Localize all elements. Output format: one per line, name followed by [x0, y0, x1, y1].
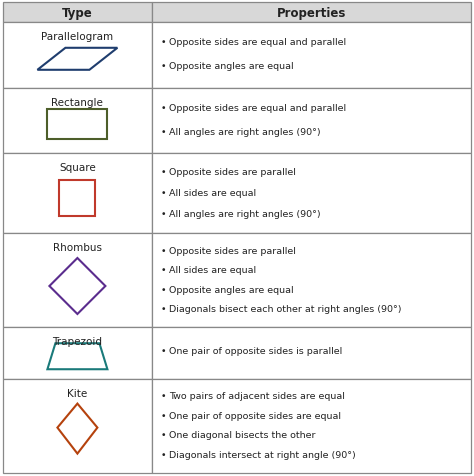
- Bar: [3, 327, 152, 379]
- Text: •: •: [161, 188, 166, 198]
- Text: Parallelogram: Parallelogram: [41, 32, 113, 42]
- Text: Opposite sides are parallel: Opposite sides are parallel: [169, 167, 296, 176]
- Text: •: •: [161, 305, 166, 314]
- Bar: [152, 154, 471, 234]
- Text: Two pairs of adjacent sides are equal: Two pairs of adjacent sides are equal: [169, 391, 345, 400]
- Text: Square: Square: [59, 163, 96, 173]
- Text: Type: Type: [62, 7, 93, 20]
- Text: •: •: [161, 38, 166, 47]
- Text: All angles are right angles (90°): All angles are right angles (90°): [169, 128, 320, 137]
- Bar: [152, 23, 471, 89]
- Text: Opposite angles are equal: Opposite angles are equal: [169, 285, 293, 294]
- Text: Properties: Properties: [277, 7, 346, 20]
- Bar: [152, 379, 471, 473]
- Text: •: •: [161, 246, 166, 255]
- Text: One pair of opposite sides is parallel: One pair of opposite sides is parallel: [169, 347, 342, 356]
- Text: All angles are right angles (90°): All angles are right angles (90°): [169, 209, 320, 218]
- Text: Rhombus: Rhombus: [53, 243, 102, 253]
- Text: •: •: [161, 430, 166, 439]
- Text: •: •: [161, 266, 166, 275]
- Bar: [152, 3, 471, 23]
- Bar: [3, 3, 152, 23]
- Text: Opposite sides are parallel: Opposite sides are parallel: [169, 246, 296, 255]
- Text: Opposite angles are equal: Opposite angles are equal: [169, 62, 293, 71]
- Bar: [59, 181, 95, 217]
- Text: •: •: [161, 103, 166, 112]
- Text: •: •: [161, 128, 166, 137]
- Text: All sides are equal: All sides are equal: [169, 188, 256, 198]
- Text: All sides are equal: All sides are equal: [169, 266, 256, 275]
- Bar: [3, 23, 152, 89]
- Text: •: •: [161, 285, 166, 294]
- Text: Diagonals bisect each other at right angles (90°): Diagonals bisect each other at right ang…: [169, 305, 401, 314]
- Bar: [3, 154, 152, 234]
- Text: One pair of opposite sides are equal: One pair of opposite sides are equal: [169, 411, 341, 420]
- Text: Opposite sides are equal and parallel: Opposite sides are equal and parallel: [169, 103, 346, 112]
- Text: •: •: [161, 411, 166, 420]
- Text: •: •: [161, 62, 166, 71]
- Text: •: •: [161, 347, 166, 356]
- Text: One diagonal bisects the other: One diagonal bisects the other: [169, 430, 315, 439]
- Text: •: •: [161, 391, 166, 400]
- Text: Trapezoid: Trapezoid: [53, 337, 102, 347]
- Text: Diagonals intersect at right angle (90°): Diagonals intersect at right angle (90°): [169, 450, 356, 459]
- Text: •: •: [161, 450, 166, 459]
- Text: •: •: [161, 209, 166, 218]
- Text: Opposite sides are equal and parallel: Opposite sides are equal and parallel: [169, 38, 346, 47]
- Text: Rectangle: Rectangle: [52, 98, 103, 108]
- Bar: [3, 234, 152, 327]
- Text: Kite: Kite: [67, 388, 88, 398]
- Bar: [152, 89, 471, 154]
- Bar: [47, 110, 108, 140]
- Bar: [3, 89, 152, 154]
- Text: •: •: [161, 167, 166, 176]
- Bar: [3, 379, 152, 473]
- Bar: [152, 327, 471, 379]
- Bar: [152, 234, 471, 327]
